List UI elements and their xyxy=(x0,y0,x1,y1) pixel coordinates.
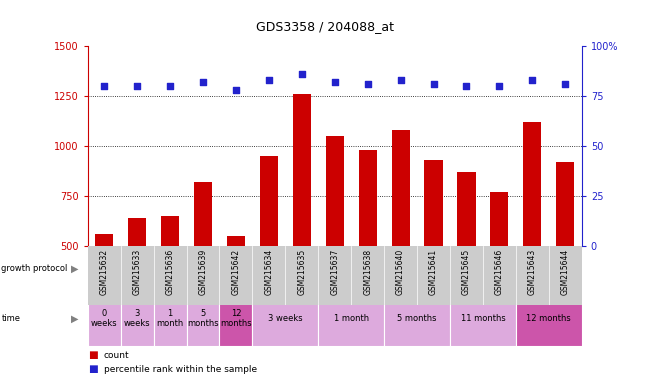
Text: 5 months: 5 months xyxy=(397,314,437,323)
Point xyxy=(462,83,472,89)
Point xyxy=(527,77,538,83)
Text: control: control xyxy=(152,264,188,274)
Text: 11 months: 11 months xyxy=(461,314,505,323)
Point xyxy=(560,81,571,87)
Text: GSM215643: GSM215643 xyxy=(528,249,537,295)
Text: 12
months: 12 months xyxy=(220,309,252,328)
Point xyxy=(264,77,274,83)
Point xyxy=(363,81,373,87)
Text: percentile rank within the sample: percentile rank within the sample xyxy=(104,365,257,374)
Bar xyxy=(252,292,318,346)
Bar xyxy=(95,234,113,246)
Text: GDS3358 / 204088_at: GDS3358 / 204088_at xyxy=(256,20,394,33)
Text: GSM215633: GSM215633 xyxy=(133,249,142,295)
Bar xyxy=(153,292,187,346)
Text: GSM215640: GSM215640 xyxy=(396,249,405,295)
Text: 5
months: 5 months xyxy=(187,309,219,328)
Point xyxy=(428,81,439,87)
Bar xyxy=(523,122,541,246)
Text: GSM215635: GSM215635 xyxy=(297,249,306,295)
Point xyxy=(395,77,406,83)
Text: GSM215641: GSM215641 xyxy=(429,249,438,295)
Bar xyxy=(326,136,344,246)
Text: GSM215645: GSM215645 xyxy=(462,249,471,295)
Bar xyxy=(458,172,476,246)
Text: 1 month: 1 month xyxy=(333,314,369,323)
Text: GSM215634: GSM215634 xyxy=(265,249,274,295)
Bar xyxy=(128,218,146,246)
Text: GSM215646: GSM215646 xyxy=(495,249,504,295)
Point xyxy=(494,83,504,89)
Text: 1
month: 1 month xyxy=(157,309,184,328)
Text: GSM215639: GSM215639 xyxy=(198,249,207,295)
Bar xyxy=(424,160,443,246)
Text: growth protocol: growth protocol xyxy=(1,264,68,273)
Point xyxy=(198,79,208,85)
Bar xyxy=(194,182,212,246)
Bar xyxy=(556,162,575,246)
Text: GSM215636: GSM215636 xyxy=(166,249,175,295)
Text: ▶: ▶ xyxy=(71,264,79,274)
Point xyxy=(330,79,340,85)
Point xyxy=(99,83,109,89)
Text: GSM215644: GSM215644 xyxy=(561,249,570,295)
Bar xyxy=(161,216,179,246)
Bar xyxy=(318,292,384,346)
Text: androgen-deprived: androgen-deprived xyxy=(367,264,467,274)
Bar xyxy=(359,150,377,246)
Bar xyxy=(220,292,252,346)
Text: GSM215638: GSM215638 xyxy=(363,249,372,295)
Bar xyxy=(121,292,153,346)
Bar xyxy=(88,292,121,346)
Text: 12 months: 12 months xyxy=(526,314,571,323)
Bar xyxy=(384,292,450,346)
Bar xyxy=(252,246,582,292)
Text: 3
weeks: 3 weeks xyxy=(124,309,150,328)
Bar xyxy=(292,94,311,246)
Bar xyxy=(88,246,252,292)
Text: 0
weeks: 0 weeks xyxy=(91,309,118,328)
Bar xyxy=(450,292,516,346)
Bar xyxy=(227,236,245,246)
Point xyxy=(165,83,176,89)
Text: ▶: ▶ xyxy=(71,314,79,324)
Point xyxy=(132,83,142,89)
Text: count: count xyxy=(104,351,129,360)
Text: GSM215642: GSM215642 xyxy=(231,249,240,295)
Point xyxy=(231,87,241,93)
Text: GSM215637: GSM215637 xyxy=(330,249,339,295)
Bar xyxy=(490,192,508,246)
Point xyxy=(296,71,307,77)
Text: ■: ■ xyxy=(88,364,97,374)
Bar xyxy=(187,292,220,346)
Text: ■: ■ xyxy=(88,350,97,360)
Text: time: time xyxy=(1,314,20,323)
Text: 3 weeks: 3 weeks xyxy=(268,314,303,323)
Text: GSM215632: GSM215632 xyxy=(99,249,109,295)
Bar xyxy=(391,130,410,246)
Bar xyxy=(516,292,582,346)
Bar xyxy=(260,156,278,246)
